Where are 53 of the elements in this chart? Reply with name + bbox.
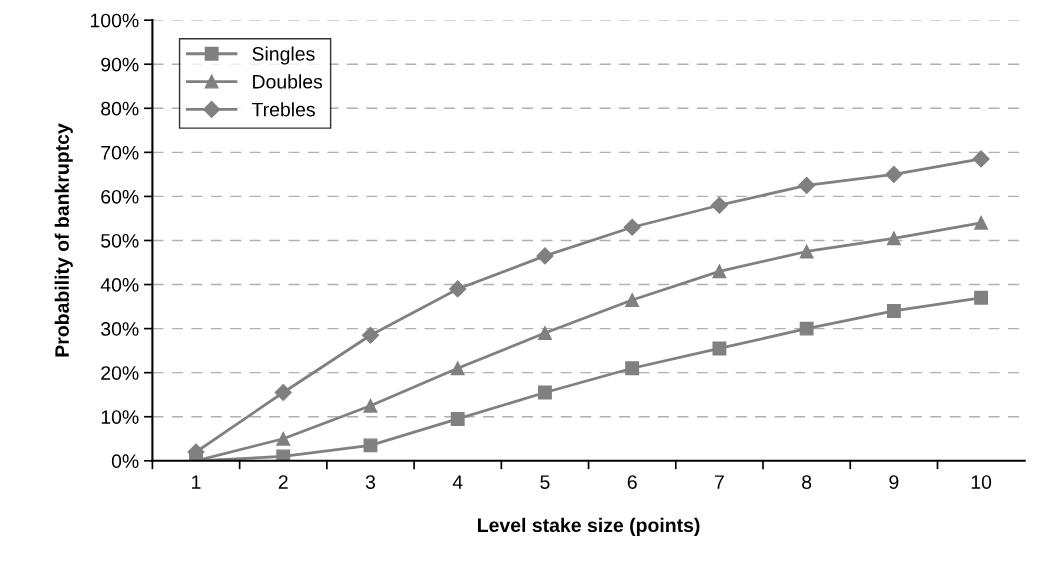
point bbox=[886, 304, 901, 318]
point bbox=[276, 431, 291, 446]
y-tick-label: 100% bbox=[90, 13, 139, 28]
y-tick-label: 0% bbox=[111, 454, 139, 469]
point bbox=[450, 411, 465, 426]
y-tick-label: 60% bbox=[101, 189, 139, 204]
x-tick-label: 7 bbox=[715, 475, 724, 489]
point bbox=[363, 438, 378, 453]
point bbox=[712, 264, 727, 279]
x-tick-label: 4 bbox=[452, 475, 463, 489]
point bbox=[450, 361, 465, 376]
point bbox=[537, 385, 552, 400]
point bbox=[361, 326, 380, 344]
point bbox=[623, 218, 641, 236]
y-tick-label: 30% bbox=[101, 322, 139, 336]
x-tick-label: 10 bbox=[971, 475, 992, 489]
point bbox=[886, 231, 901, 246]
y-tick-label: 50% bbox=[101, 233, 139, 248]
y-axis-title: Probability of bankruptcy bbox=[54, 123, 73, 357]
legend-label: Trebles bbox=[251, 102, 315, 117]
x-tick-label: 8 bbox=[802, 475, 812, 489]
point bbox=[625, 293, 640, 307]
point bbox=[536, 247, 554, 265]
point bbox=[799, 244, 814, 259]
point bbox=[363, 398, 378, 413]
point bbox=[276, 449, 291, 461]
point bbox=[710, 196, 728, 214]
y-tick-label: 20% bbox=[101, 366, 139, 380]
point bbox=[625, 361, 640, 376]
x-tick-label: 3 bbox=[365, 475, 376, 489]
y-tick-label: 10% bbox=[101, 410, 139, 424]
y-tick-label: 70% bbox=[101, 145, 139, 160]
point bbox=[799, 321, 814, 336]
point bbox=[274, 383, 292, 402]
legend-label: Singles bbox=[252, 46, 315, 65]
legend-label: Doubles bbox=[253, 74, 323, 89]
point bbox=[974, 290, 989, 305]
x-tick-label: 2 bbox=[278, 475, 288, 489]
y-tick-label: 40% bbox=[100, 278, 139, 292]
x-tick-label: 9 bbox=[889, 475, 899, 489]
point bbox=[972, 150, 990, 168]
y-tick-label: 80% bbox=[101, 101, 139, 116]
x-tick-label: 6 bbox=[627, 475, 637, 489]
x-tick-label: 5 bbox=[540, 475, 550, 489]
point bbox=[712, 341, 727, 356]
y-tick-label: 90% bbox=[101, 57, 139, 72]
point bbox=[885, 165, 903, 183]
point bbox=[974, 215, 989, 230]
x-tick-label: 1 bbox=[192, 475, 201, 489]
point bbox=[537, 326, 552, 340]
point bbox=[798, 176, 816, 194]
point bbox=[449, 280, 467, 298]
x-axis-title: Level stake size (points) bbox=[478, 517, 700, 536]
